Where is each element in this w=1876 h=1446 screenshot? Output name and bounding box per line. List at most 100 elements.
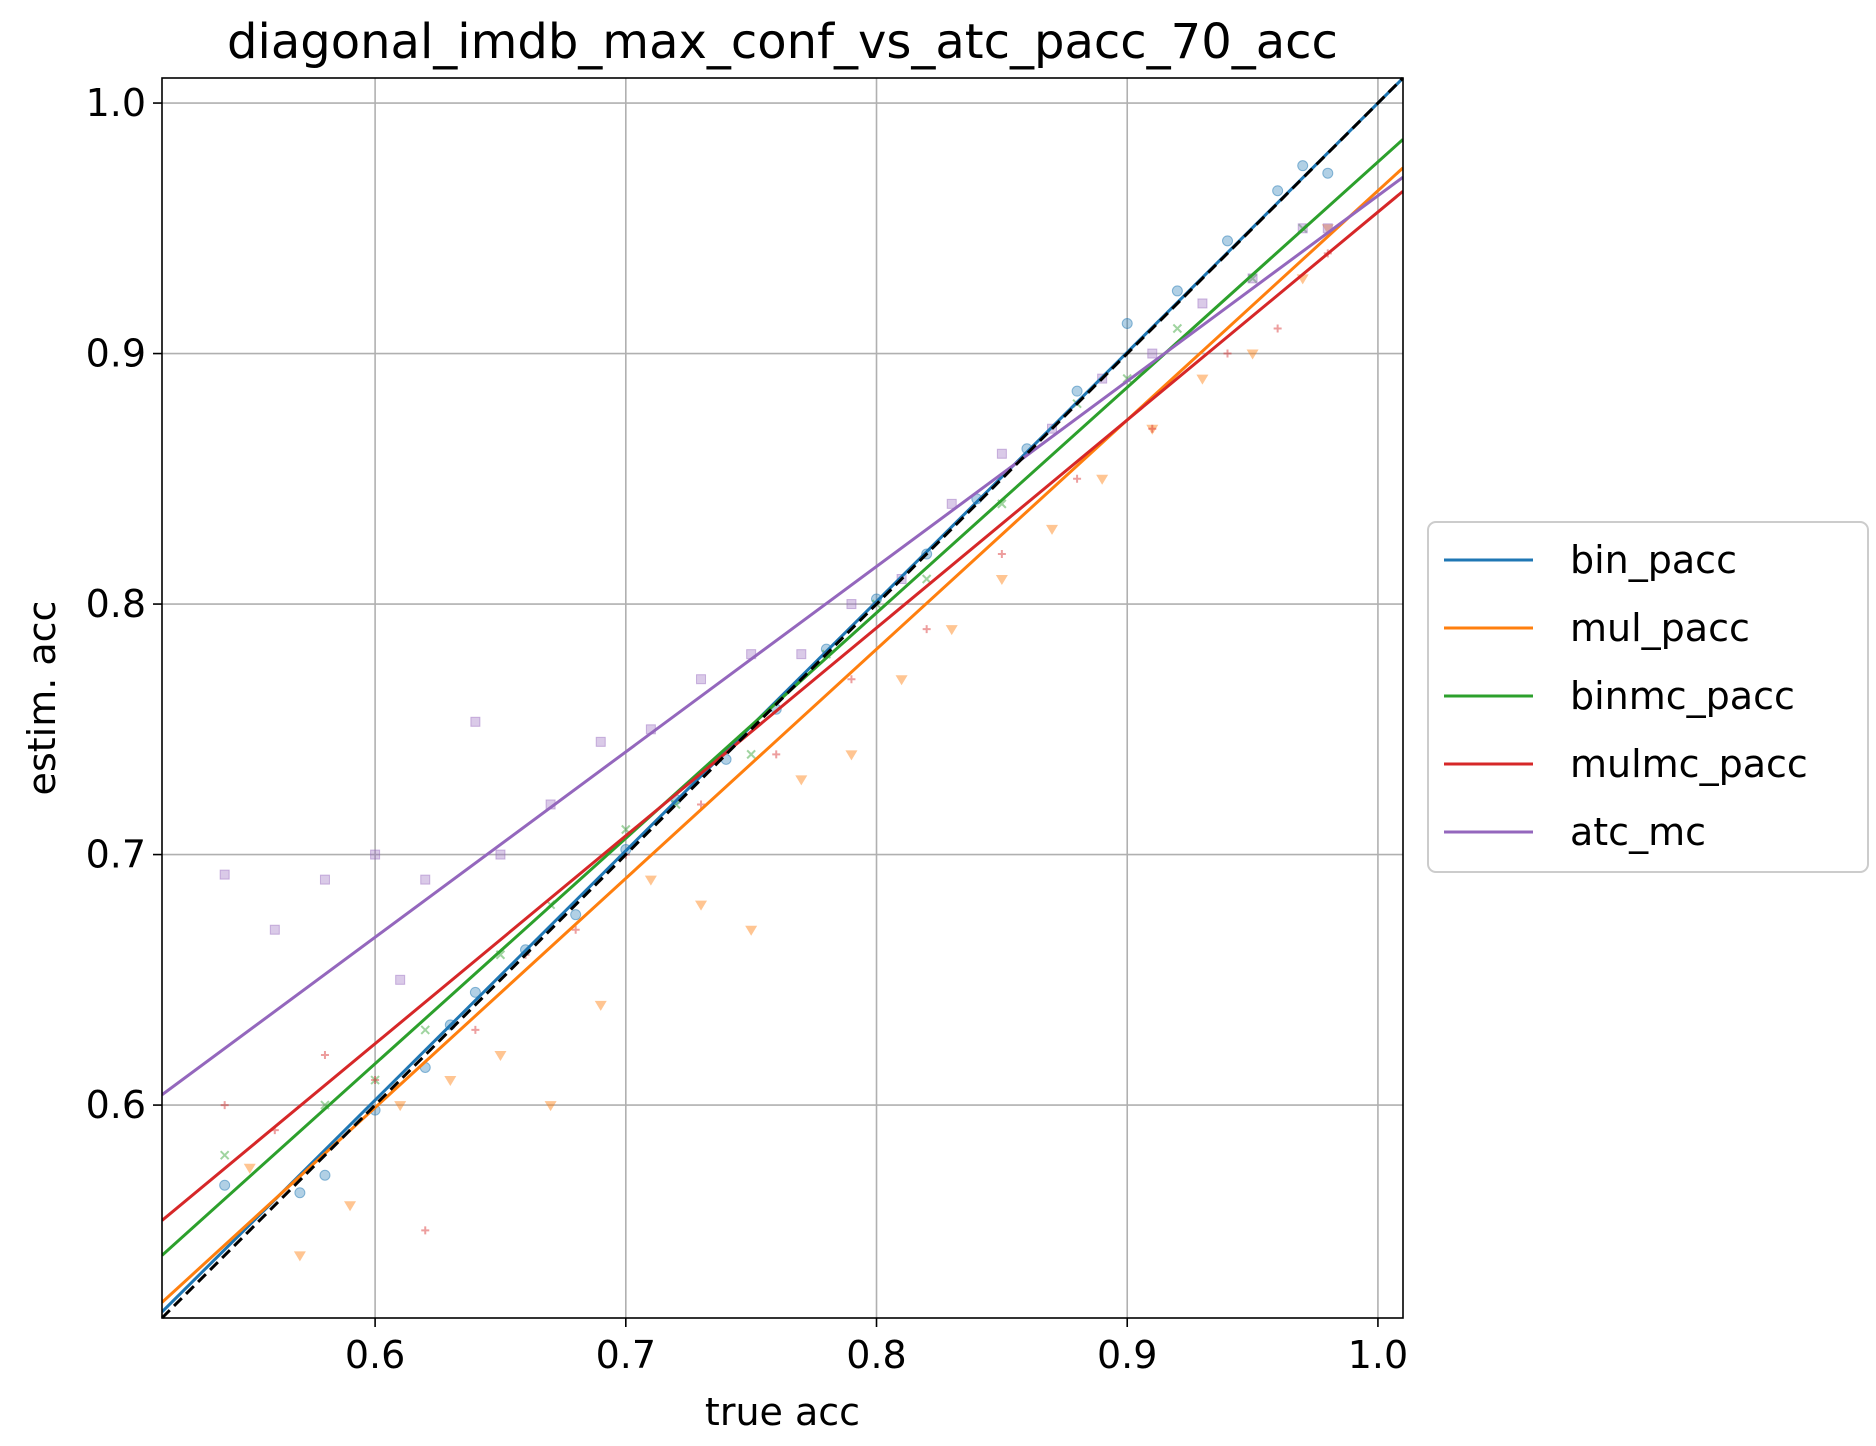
mulmc_pacc-point [371,1076,380,1085]
atc_mc-point [696,674,707,685]
bin_pacc-point [1071,385,1083,397]
atc_mc-point [219,869,230,880]
x-tick-label: 0.9 [1097,1333,1157,1377]
atc_mc-point [269,924,280,935]
atc_mc-point [796,649,807,660]
y-tick-label: 0.6 [86,1083,146,1127]
atc_mc-point [395,974,406,985]
mul_pacc-point [745,925,758,936]
y-axis: 0.6 0.7 0.8 0.9 1.0 [86,81,162,1127]
plot-frame [161,77,1404,1319]
mul_pacc-point [394,1101,407,1112]
bin_pacc-point [1121,317,1133,329]
mulmc_pacc-point [1223,349,1232,358]
mul_pacc-point [945,625,958,636]
plot-area [160,76,1405,1320]
mulmc_pacc-point [471,1025,480,1034]
mul_pacc-point [243,1163,256,1174]
atc_mc-point [470,716,481,727]
atc_mc-point [846,599,857,610]
bin_pacc-point [294,1187,306,1199]
x-tick-label: 0.7 [596,1333,656,1377]
binmc_pacc-point [746,749,756,760]
atc_mc-point [420,874,431,885]
bin_pacc-point [469,986,481,998]
atc_mc-point [370,849,381,860]
mul_pacc-point [1046,524,1059,535]
mulmc_pacc-point [847,675,856,684]
mul_pacc-point [644,875,657,886]
y-tick-label: 0.7 [86,833,146,877]
legend-box [1427,521,1869,873]
legend: bin_pacc mul_pacc binmc_pacc mulmc_pacc atc_… [1427,521,1869,873]
atc_mc-point [946,498,957,509]
binmc_pacc-point [370,1075,380,1085]
x-tick-label: 0.8 [846,1333,906,1377]
mul_pacc-point [344,1201,357,1212]
mulmc_pacc-point [922,625,931,634]
diagonal-reference-line [160,76,1405,1320]
y-tick-label: 0.9 [86,332,146,376]
mul_pacc-point [795,775,808,786]
mulmc_pacc-point [320,1050,329,1059]
bin_pacc-point [1322,167,1334,179]
grid [162,78,1403,1318]
bin_pacc-point [319,1169,331,1181]
mulmc_pacc-point [421,1226,430,1235]
mul_pacc-point [1196,374,1209,385]
legend-label-bin_pacc: bin_pacc [1570,538,1737,582]
y-tick-label: 0.8 [86,582,146,626]
mul_pacc-point [444,1076,457,1087]
x-tick-label: 1.0 [1348,1333,1408,1377]
legend-label-binmc_pacc: binmc_pacc [1570,674,1795,718]
bin_pacc-point [1272,185,1284,197]
atc_mc-point [1147,348,1158,359]
mulmc_pacc-point [1148,424,1157,433]
mulmc_pacc-point [772,750,781,759]
series-bin_pacc [219,160,1334,1199]
bin_pacc-point [1222,235,1234,247]
y-axis-label: estim. acc [20,601,64,796]
bin_pacc-point [219,1179,231,1191]
bin_pacc-point [570,909,582,921]
bin_pacc-point [1171,285,1183,297]
mul_pacc-point [895,675,908,686]
bin_pacc-point [1297,160,1309,172]
mul_pacc-point [1321,224,1334,235]
legend-label-atc_mc: atc_mc [1570,810,1706,854]
binmc_pacc-point [420,1025,430,1035]
atc_mc-point [495,849,506,860]
binmc_pacc-point [219,1150,230,1160]
mulmc_pacc-point [571,925,580,934]
x-tick-label: 0.6 [345,1333,405,1377]
mulmc_pacc-point [1273,324,1282,333]
mul_pacc-point [494,1050,507,1061]
atc_mc-point [1197,298,1208,309]
mul_pacc-point [1096,474,1109,485]
mul_pacc-point [544,1101,557,1112]
mulmc_pacc-point [697,800,706,809]
y-tick-label: 1.0 [86,81,146,125]
atc_mc-point [996,448,1007,459]
mul_pacc-point [1246,349,1259,360]
x-axis: 0.6 0.7 0.8 0.9 1.0 [345,1318,1408,1377]
mulmc_pacc-point [997,549,1006,558]
mul_pacc-point [293,1251,306,1262]
mulmc_pacc-point [220,1101,229,1110]
atc_mc-point [595,736,606,747]
mul_pacc-point [1146,424,1159,435]
mulmc_pacc-fit-line [162,190,1403,1222]
mul_pacc-point [995,575,1008,586]
x-axis-label: true acc [705,1390,860,1434]
binmc_pacc-point [1172,323,1183,334]
atc_mc-point [319,874,330,885]
binmc_pacc-point [921,574,932,584]
mul_pacc-point [845,750,858,761]
mulmc_pacc-point [1073,474,1082,483]
mul_pacc-point [594,1000,607,1011]
atc_mc-fit-line [162,175,1403,1097]
chart-title: diagonal_imdb_max_conf_vs_atc_pacc_70_ac… [227,14,1338,70]
mul_pacc-point [695,900,708,911]
legend-label-mulmc_pacc: mulmc_pacc [1570,742,1808,786]
